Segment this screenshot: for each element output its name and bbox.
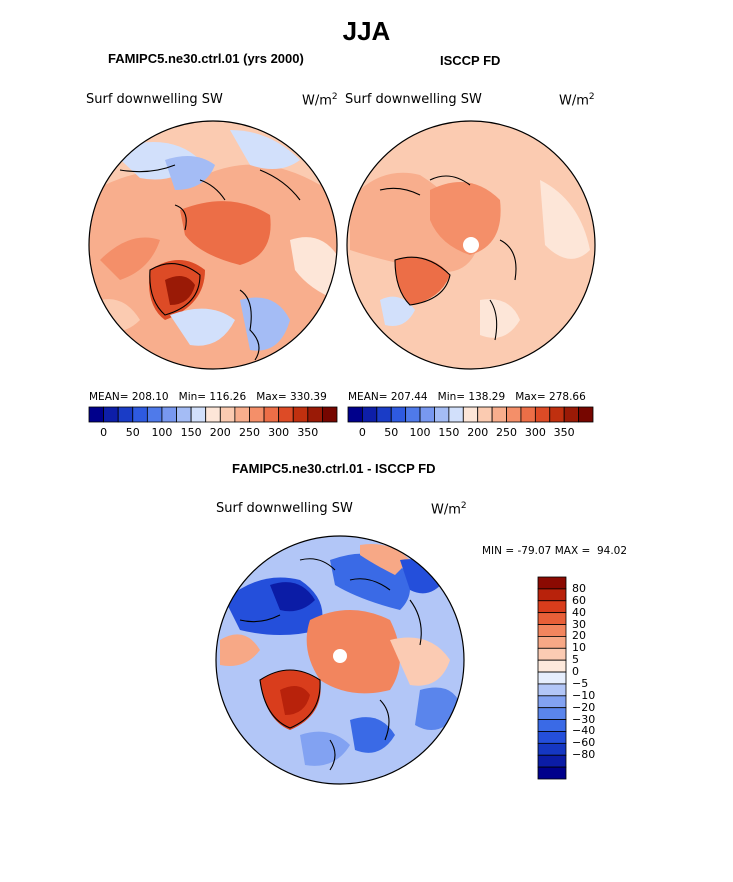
diff-colorbar-label: −20 [572, 700, 596, 714]
diff-panel-title: FAMIPC5.ne30.ctrl.01 - ISCCP FD [232, 461, 436, 476]
diff-colorbar-label: −40 [572, 724, 596, 738]
colorbar-tick-label: 150 [180, 426, 202, 439]
diff-colorbar-swatch [537, 754, 567, 768]
diff-colorbar-swatch [537, 647, 567, 661]
colorbar-tick-label: 50 [125, 426, 140, 439]
colorbar-tick-label: 300 [524, 426, 546, 439]
diff-colorbar-swatch [537, 612, 567, 625]
obs-units-label: W/m2 [559, 92, 595, 109]
diff-colorbar [537, 576, 567, 780]
diff-colorbar-label: −5 [572, 676, 589, 690]
colorbar-tick-label: 150 [438, 426, 460, 439]
diff-colorbar-swatch [537, 766, 567, 780]
diff-colorbar-label: −30 [572, 712, 596, 726]
diff-colorbar-swatch [537, 742, 567, 756]
obs-stats: MEAN= 207.44 Min= 138.29 Max= 278.66 [348, 391, 586, 403]
diff-colorbar-label: 10 [572, 641, 586, 655]
colorbar-swatch [322, 406, 338, 423]
diff-colorbar-label: 5 [572, 653, 579, 667]
diff-colorbar-label: −80 [572, 748, 596, 762]
obs-panel-title: ISCCP FD [440, 53, 501, 68]
obs-variable-label: Surf downwelling SW [345, 92, 482, 107]
model-units-label: W/m2 [302, 92, 338, 109]
colorbar-tick-label: 300 [268, 426, 290, 439]
diff-colorbar-swatch [537, 719, 567, 732]
diff-variable-label: Surf downwelling SW [216, 501, 353, 516]
model-colorbar [88, 406, 338, 423]
diff-colorbar-label: 0 [572, 665, 579, 679]
diff-colorbar-swatch [537, 624, 567, 637]
diff-colorbar-label: 20 [572, 629, 586, 643]
diff-colorbar-swatch [537, 731, 567, 744]
colorbar-tick-label: 200 [467, 426, 489, 439]
colorbar-tick-label: 100 [151, 426, 173, 439]
diff-colorbar-label: −10 [572, 688, 596, 702]
colorbar-tick-label: 350 [297, 426, 319, 439]
diff-colorbar-label: −60 [572, 736, 596, 750]
model-panel-title: FAMIPC5.ne30.ctrl.01 (yrs 2000) [108, 51, 304, 66]
diff-colorbar-swatch [537, 600, 567, 614]
colorbar-tick-label: 250 [238, 426, 260, 439]
model-variable-label: Surf downwelling SW [86, 92, 223, 107]
colorbar-tick-label: 350 [553, 426, 575, 439]
colorbar-tick-label: 0 [358, 426, 366, 439]
diff-stats: MIN = -79.07 MAX = 94.02 [482, 545, 628, 557]
figure-title: JJA [342, 16, 391, 46]
diff-colorbar-swatch [537, 695, 567, 709]
diff-colorbar-swatch [537, 636, 567, 649]
diff-colorbar-swatch [537, 659, 567, 673]
colorbar-tick-label: 100 [409, 426, 431, 439]
diff-colorbar-label: 40 [572, 605, 586, 619]
colorbar-tick-label: 0 [100, 426, 108, 439]
colorbar-tick-label: 200 [209, 426, 231, 439]
diff-colorbar-swatch [537, 576, 567, 590]
colorbar-tick-label: 250 [496, 426, 518, 439]
diff-colorbar-swatch [537, 588, 567, 602]
obs-colorbar [347, 406, 594, 423]
colorbar-tick-label: 50 [384, 426, 399, 439]
colorbar-swatch [578, 406, 594, 423]
diff-colorbar-label: 60 [572, 593, 586, 607]
model-stats: MEAN= 208.10 Min= 116.26 Max= 330.39 [89, 391, 327, 403]
diff-colorbar-swatch [537, 683, 567, 697]
diff-colorbar-label: 30 [572, 617, 586, 631]
diff-colorbar-swatch [537, 707, 567, 720]
diff-colorbar-swatch [537, 671, 567, 685]
diff-colorbar-label: 80 [572, 581, 586, 595]
diff-units-label: W/m2 [431, 501, 467, 518]
